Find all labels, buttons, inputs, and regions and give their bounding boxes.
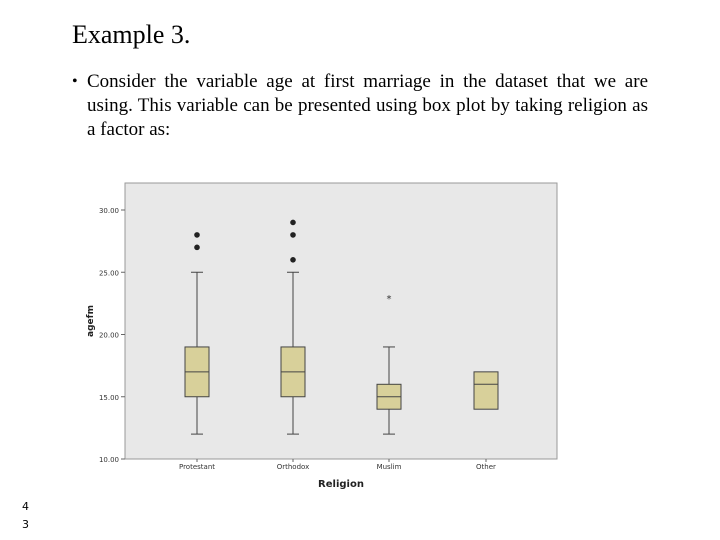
outlier-point [194, 232, 200, 238]
box [473, 371, 499, 410]
x-tick-label: Orthodox [277, 463, 310, 471]
x-tick-label: Other [476, 463, 496, 471]
x-axis-label: Religion [318, 479, 364, 490]
slide-number: 43 [22, 500, 29, 531]
outlier-point [290, 219, 296, 226]
bullet-item: • Consider the variable age at first mar… [72, 70, 648, 142]
plot-area [124, 182, 558, 460]
x-tick-label: Protestant [179, 463, 215, 471]
y-tick-label: 30.00 [99, 207, 119, 215]
outlier-point [290, 257, 296, 263]
bullet-icon: • [72, 73, 78, 90]
y-tick-label: 10.00 [99, 456, 119, 464]
y-tick-label: 25.00 [99, 269, 119, 277]
slide-title: Example 3. [72, 20, 191, 49]
y-axis-label: agefm [86, 305, 96, 337]
y-tick-label: 20.00 [99, 332, 119, 340]
extreme-point: * [387, 294, 392, 305]
y-tick-label: 15.00 [99, 394, 119, 402]
outlier-point [290, 232, 296, 238]
x-tick-label: Muslim [377, 463, 402, 471]
outlier-point [194, 244, 200, 251]
bullet-text: Consider the variable age at first marri… [87, 71, 648, 140]
